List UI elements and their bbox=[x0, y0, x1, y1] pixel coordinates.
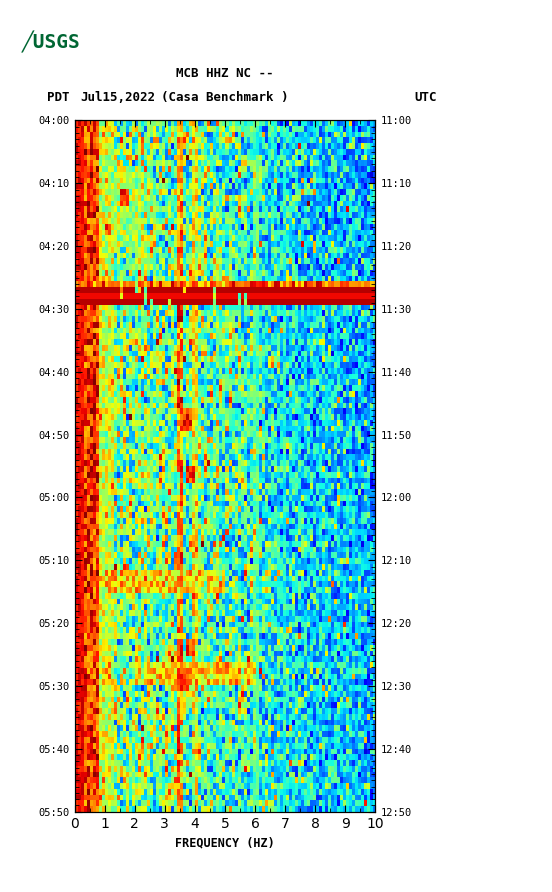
Text: UTC: UTC bbox=[414, 91, 437, 104]
X-axis label: FREQUENCY (HZ): FREQUENCY (HZ) bbox=[175, 836, 275, 849]
Text: MCB HHZ NC --: MCB HHZ NC -- bbox=[176, 67, 274, 80]
Text: ╱USGS: ╱USGS bbox=[22, 31, 81, 54]
Text: (Casa Benchmark ): (Casa Benchmark ) bbox=[161, 91, 289, 104]
Text: Jul15,2022: Jul15,2022 bbox=[80, 91, 155, 104]
Text: PDT: PDT bbox=[46, 91, 69, 104]
